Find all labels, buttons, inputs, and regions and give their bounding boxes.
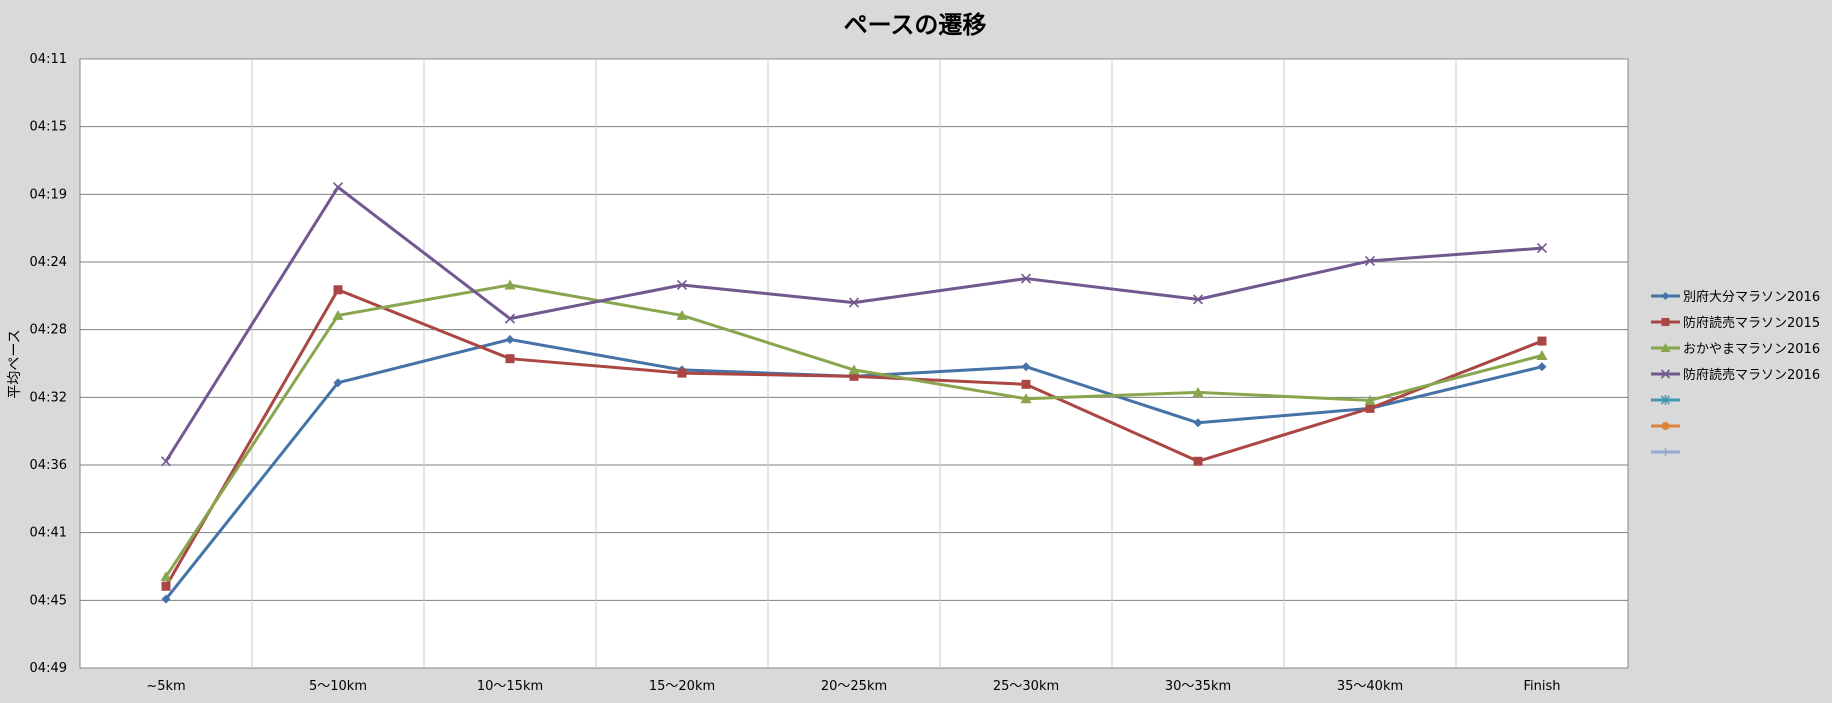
y-tick-label: 04:28 (30, 323, 67, 338)
x-tick-label: 5～10km (309, 679, 367, 694)
data-point (1364, 255, 1376, 266)
y-tick-label: 04:15 (30, 120, 67, 135)
data-point (1193, 456, 1203, 466)
x-tick-label: Finish (1523, 679, 1560, 694)
legend-item: 別府大分マラソン2016 (1651, 290, 1820, 305)
data-point (677, 368, 687, 378)
data-point (1660, 369, 1671, 379)
y-tick-label: 04:24 (30, 255, 67, 270)
data-point (505, 334, 515, 344)
series-group (160, 182, 1548, 604)
data-point (1537, 336, 1547, 346)
data-point (1660, 395, 1671, 405)
data-point (848, 364, 860, 375)
legend: 別府大分マラソン2016 防府読売マラソン2015 おかやまマラソン2016 防府読売… (1651, 290, 1820, 456)
x-tick-label: ~5km (146, 679, 185, 694)
data-point (1536, 349, 1548, 360)
data-point (1537, 362, 1547, 372)
data-point (160, 456, 172, 467)
legend-item (1651, 422, 1680, 430)
x-tick-label: 35～40km (1337, 679, 1403, 694)
plot-area (79, 58, 1629, 669)
data-point (1020, 393, 1032, 404)
data-point (1192, 294, 1204, 305)
data-point (332, 309, 344, 320)
data-point (1020, 273, 1032, 284)
data-point (1661, 318, 1670, 326)
data-point (505, 354, 515, 364)
data-point (1365, 403, 1375, 413)
x-tick-label: 30～35km (1165, 679, 1231, 694)
data-point (849, 371, 859, 381)
y-tick-label: 04:11 (30, 52, 67, 67)
data-point (504, 279, 516, 290)
x-tick-label: 20～25km (821, 679, 887, 694)
data-point (1192, 386, 1204, 397)
data-point (332, 182, 344, 193)
legend-item (1651, 395, 1680, 405)
data-point (848, 297, 860, 308)
series-2 (161, 285, 1547, 591)
chart-title: ペースの遷移 (844, 11, 987, 39)
data-point (1661, 422, 1670, 430)
y-tick-label: 04:36 (30, 458, 67, 473)
y-tick-label: 04:49 (30, 661, 67, 676)
series-4 (160, 182, 1548, 467)
legend-label: 防府読売マラソン2015 (1683, 315, 1820, 331)
data-point (676, 279, 688, 291)
data-point (1193, 418, 1203, 428)
y-tick-label: 04:19 (30, 187, 67, 202)
legend-label: 別府大分マラソン2016 (1683, 290, 1820, 305)
x-axis-ticks: ~5km 5～10km 10～15km 15～20km 20～25km 25～30km 30… (146, 679, 1560, 694)
y-tick-label: 04:32 (30, 390, 67, 405)
y-axis-ticks: 04:11 04:15 04:19 04:24 04:28 04:32 04:36 04:41… (30, 52, 67, 676)
x-tick-label: 15～20km (649, 679, 715, 694)
y-tick-label: 04:41 (30, 526, 67, 541)
data-point (676, 309, 688, 320)
data-point (1661, 292, 1670, 300)
data-point (1021, 362, 1031, 372)
data-point (333, 378, 343, 388)
y-axis-label: 平均ペース (7, 329, 23, 398)
grid-lines (80, 59, 1628, 668)
legend-item: 防府読売マラソン2015 (1651, 315, 1820, 331)
data-point (161, 581, 171, 591)
data-point (504, 313, 516, 324)
data-point (1660, 343, 1671, 352)
legend-label: おかやまマラソン2016 (1683, 342, 1820, 357)
data-point (161, 594, 171, 604)
x-tick-label: 25～30km (993, 679, 1059, 694)
series-3 (160, 279, 1548, 582)
y-tick-label: 04:45 (30, 593, 67, 608)
data-point (1661, 448, 1670, 456)
data-point (1536, 243, 1548, 254)
data-point (1021, 379, 1031, 389)
legend-label: 防府読売マラソン2016 (1683, 367, 1820, 383)
x-tick-label: 10～15km (477, 679, 543, 694)
legend-item: おかやまマラソン2016 (1651, 342, 1820, 357)
legend-item: 防府読売マラソン2016 (1651, 367, 1820, 383)
data-point (333, 285, 343, 295)
legend-item (1651, 448, 1680, 456)
data-point (160, 571, 172, 582)
data-point (1364, 394, 1376, 405)
